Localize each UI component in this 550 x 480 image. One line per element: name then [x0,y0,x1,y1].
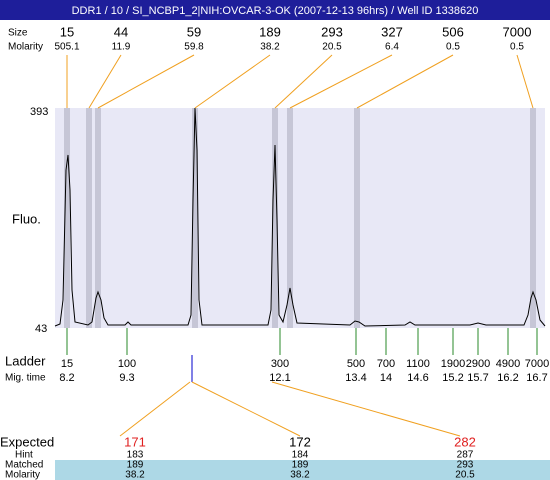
plot-area [55,108,545,328]
peak-molarity: 0.5 [446,42,460,53]
peak-size: 189 [259,24,281,39]
ladder-size: 7000 [525,358,549,370]
ladder-time: 12.1 [269,372,290,384]
ladder-time: 8.2 [59,372,74,384]
axis-label: Fluo. [12,211,41,226]
peak-band [530,108,536,328]
peak-connector [274,54,333,109]
ladder-size: 2900 [466,358,490,370]
peak-size: 59 [187,24,201,39]
ladder-size: 1900 [441,358,465,370]
axis-bottom: 43 [35,323,47,335]
ladder-time: 16.2 [497,372,518,384]
ladder-size: 100 [118,358,136,370]
molarity-label: Molarity [8,42,43,53]
ladder-label: Ladder [5,353,46,368]
peak-molarity: 38.2 [260,42,280,53]
peak-band [95,108,101,328]
axis-top: 393 [30,106,48,118]
molarity-value: 38.2 [125,470,145,480]
ladder-time: 9.3 [119,372,134,384]
ladder-time: 13.4 [345,372,366,384]
peak-size: 44 [114,24,128,39]
peak-size: 327 [381,24,403,39]
matched-value: 189 [127,460,144,471]
molarity-value: 20.5 [455,470,475,480]
molarity-row-label: Molarity [5,470,40,480]
peak-molarity: 6.4 [385,42,399,53]
peak-band [272,108,278,328]
peak-size: 293 [321,24,343,39]
peak-band [86,108,92,328]
peak-connector [516,54,534,109]
peak-connector [289,54,393,109]
header-bar [0,0,550,20]
peak-molarity: 59.8 [184,42,204,53]
expected-value: 282 [454,434,476,449]
ladder-time: 15.2 [442,372,463,384]
expected-value: 172 [289,434,311,449]
peak-band [354,108,360,328]
peak-band [287,108,293,328]
connector [271,381,461,437]
ladder-size: 4900 [496,358,520,370]
peak-size: 7000 [503,24,532,39]
matched-value: 189 [292,460,309,471]
hint-value: 183 [127,450,144,461]
peak-size: 15 [60,24,74,39]
peak-molarity: 505.1 [54,42,79,53]
hint-value: 287 [457,450,474,461]
peak-connector [97,54,195,109]
peak-molarity: 0.5 [510,42,524,53]
peak-band [192,108,198,328]
ladder-time: 15.7 [467,372,488,384]
peak-connector [194,54,271,109]
ladder-time: 14 [380,372,392,384]
size-label: Size [8,28,28,39]
ladder-size: 300 [271,358,289,370]
ladder-time: 14.6 [407,372,428,384]
connector [119,381,191,437]
molarity-value: 38.2 [290,470,310,480]
expected-value: 171 [124,434,146,449]
hint-value: 184 [292,450,309,461]
expected-label: Expected [0,434,54,449]
ladder-size: 700 [377,358,395,370]
matched-band [55,460,550,480]
ladder-size: 15 [61,358,73,370]
ladder-time: 16.7 [526,372,547,384]
trace [54,107,546,327]
peak-molarity: 20.5 [322,42,342,53]
ladder-size: 500 [347,358,365,370]
ladder-size: 1100 [406,358,430,370]
peak-molarity: 11.9 [112,42,131,53]
matched-label: Matched [5,460,43,471]
mig-time-label: Mig. time [5,373,46,384]
peak-size: 506 [442,24,464,39]
peak-connector [88,54,122,109]
matched-value: 293 [457,460,474,471]
header-title: DDR1 / 10 / SI_NCBP1_2|NIH:OVCAR-3-OK (2… [72,5,479,17]
peak-connector [356,54,454,109]
hint-label: Hint [15,450,33,461]
peak-band [64,108,70,328]
connector [191,381,301,437]
